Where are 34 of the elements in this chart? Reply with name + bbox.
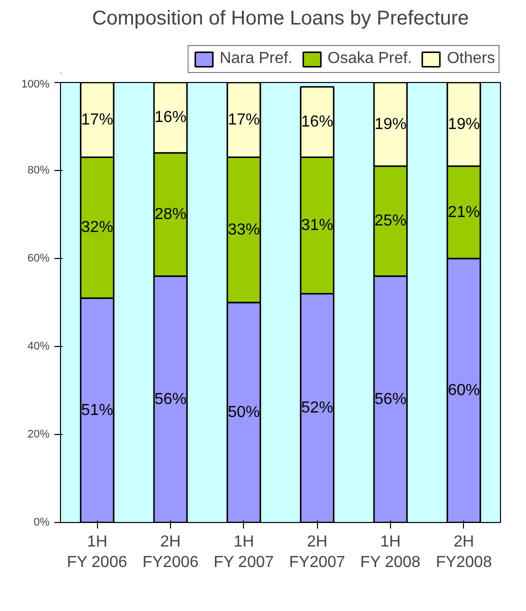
data-label: 56% — [374, 390, 407, 408]
y-tick-label: 80% — [27, 164, 50, 176]
x-tick-label: 1H FY 2007 — [214, 534, 274, 571]
y-tick-label: 0% — [34, 516, 50, 528]
data-label: 28% — [154, 206, 187, 223]
data-label: 52% — [301, 400, 334, 417]
data-label: 21% — [448, 204, 480, 221]
data-label: 32% — [81, 219, 114, 236]
x-tick-label: 2H FY2008 — [436, 534, 492, 571]
data-label: 17% — [228, 111, 260, 128]
chart-title: Composition of Home Loans by Prefecture — [92, 8, 469, 30]
y-tick-label: 40% — [27, 340, 50, 352]
x-tick-label: 2H FY2006 — [142, 534, 199, 571]
x-tick-label: 2H FY2007 — [289, 534, 346, 571]
data-label: 16% — [301, 114, 334, 131]
data-label: 19% — [448, 116, 480, 133]
y-tick-label: 20% — [27, 428, 50, 440]
y-tick-label: 60% — [27, 252, 50, 264]
data-label: 19% — [374, 116, 407, 133]
data-label: 60% — [448, 382, 480, 399]
x-tick-label: 1H FY 2006 — [66, 534, 128, 571]
data-label: 17% — [81, 111, 114, 128]
y-tick-label: 100% — [21, 78, 50, 90]
legend-label: Osaka Pref. — [328, 50, 412, 68]
data-label: 50% — [228, 404, 260, 421]
x-tick-label: 1H FY 2008 — [360, 534, 421, 571]
data-label: 31% — [301, 217, 334, 234]
legend-label: Nara Pref. — [220, 50, 292, 68]
data-label: 56% — [154, 390, 187, 408]
data-label: 51% — [81, 402, 114, 419]
data-label: 25% — [374, 212, 407, 230]
data-label: 16% — [154, 109, 187, 126]
legend-label: Others — [446, 50, 495, 68]
data-label: 33% — [228, 221, 260, 238]
